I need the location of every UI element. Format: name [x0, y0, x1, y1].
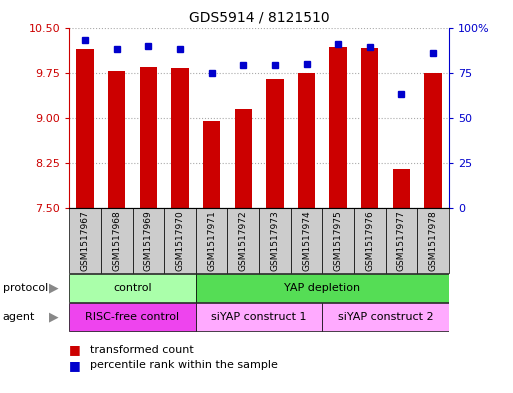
Text: percentile rank within the sample: percentile rank within the sample: [90, 360, 278, 371]
Text: YAP depletion: YAP depletion: [284, 283, 361, 293]
Bar: [196, 208, 227, 273]
Bar: [196, 274, 449, 302]
Text: GSM1517969: GSM1517969: [144, 210, 153, 271]
Text: GSM1517972: GSM1517972: [239, 210, 248, 271]
Bar: [354, 208, 386, 273]
Text: control: control: [113, 283, 152, 293]
Bar: [393, 169, 410, 208]
Text: GSM1517975: GSM1517975: [333, 210, 343, 271]
Bar: [76, 49, 94, 208]
Text: siYAP construct 1: siYAP construct 1: [211, 312, 307, 322]
Title: GDS5914 / 8121510: GDS5914 / 8121510: [189, 11, 329, 25]
Bar: [424, 73, 442, 208]
Text: RISC-free control: RISC-free control: [86, 312, 180, 322]
Bar: [227, 208, 259, 273]
Bar: [417, 208, 449, 273]
Text: GSM1517974: GSM1517974: [302, 210, 311, 271]
Text: GSM1517976: GSM1517976: [365, 210, 374, 271]
Text: GSM1517971: GSM1517971: [207, 210, 216, 271]
Bar: [69, 208, 101, 273]
Text: ▶: ▶: [49, 311, 58, 324]
Text: GSM1517967: GSM1517967: [81, 210, 90, 271]
Text: agent: agent: [3, 312, 35, 322]
Bar: [234, 110, 252, 208]
Text: GSM1517977: GSM1517977: [397, 210, 406, 271]
Bar: [140, 67, 157, 208]
Text: GSM1517970: GSM1517970: [175, 210, 185, 271]
Bar: [322, 208, 354, 273]
Bar: [108, 71, 125, 208]
Bar: [361, 48, 379, 208]
Bar: [298, 73, 315, 208]
Bar: [386, 208, 417, 273]
Bar: [69, 274, 196, 302]
Bar: [171, 68, 189, 208]
Bar: [322, 303, 449, 331]
Text: GSM1517968: GSM1517968: [112, 210, 121, 271]
Text: GSM1517978: GSM1517978: [428, 210, 438, 271]
Bar: [101, 208, 132, 273]
Bar: [196, 303, 322, 331]
Text: GSM1517973: GSM1517973: [270, 210, 280, 271]
Bar: [203, 121, 220, 208]
Bar: [132, 208, 164, 273]
Text: ■: ■: [69, 343, 81, 356]
Bar: [291, 208, 322, 273]
Text: transformed count: transformed count: [90, 345, 193, 355]
Bar: [329, 48, 347, 208]
Text: protocol: protocol: [3, 283, 48, 293]
Bar: [69, 303, 196, 331]
Text: siYAP construct 2: siYAP construct 2: [338, 312, 433, 322]
Bar: [259, 208, 291, 273]
Text: ■: ■: [69, 359, 81, 372]
Bar: [266, 79, 284, 208]
Bar: [164, 208, 196, 273]
Text: ▶: ▶: [49, 281, 58, 294]
